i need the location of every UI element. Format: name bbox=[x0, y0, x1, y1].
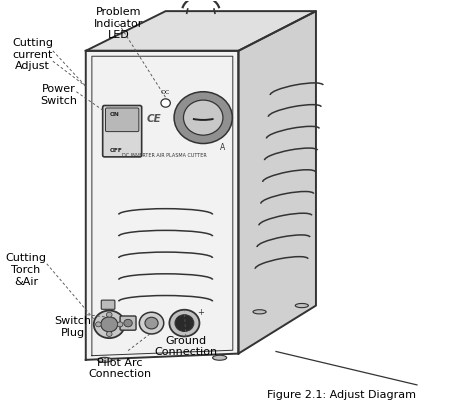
Text: Ground
Connection: Ground Connection bbox=[154, 336, 218, 357]
Circle shape bbox=[175, 315, 194, 331]
FancyBboxPatch shape bbox=[103, 106, 142, 157]
Circle shape bbox=[174, 92, 232, 144]
Text: OFF: OFF bbox=[109, 148, 122, 153]
Circle shape bbox=[101, 317, 118, 332]
Text: DC INVERTER AIR PLASMA CUTTER: DC INVERTER AIR PLASMA CUTTER bbox=[122, 153, 207, 158]
Text: ON: ON bbox=[110, 111, 120, 116]
Circle shape bbox=[94, 310, 125, 338]
Ellipse shape bbox=[253, 310, 266, 314]
Text: Problem
Indicator
LED: Problem Indicator LED bbox=[94, 7, 143, 40]
Circle shape bbox=[96, 322, 101, 327]
Polygon shape bbox=[86, 51, 238, 360]
Polygon shape bbox=[238, 11, 316, 354]
Text: Cutting
current
Adjust: Cutting current Adjust bbox=[12, 38, 53, 72]
Circle shape bbox=[124, 319, 132, 327]
Circle shape bbox=[183, 100, 223, 135]
Text: Cutting
Torch
&Air: Cutting Torch &Air bbox=[6, 253, 46, 287]
Ellipse shape bbox=[98, 357, 111, 362]
Ellipse shape bbox=[295, 303, 309, 308]
Polygon shape bbox=[86, 11, 316, 51]
Text: Switch
Plug: Switch Plug bbox=[55, 316, 91, 338]
Circle shape bbox=[117, 322, 123, 327]
Text: Power
Switch: Power Switch bbox=[40, 84, 77, 106]
Text: +: + bbox=[197, 308, 204, 317]
Text: CE: CE bbox=[147, 114, 162, 124]
Text: Figure 2.1: Adjust Diagram: Figure 2.1: Adjust Diagram bbox=[267, 391, 416, 400]
Circle shape bbox=[145, 317, 158, 329]
Circle shape bbox=[139, 312, 164, 334]
Circle shape bbox=[161, 99, 170, 107]
Ellipse shape bbox=[213, 355, 227, 360]
FancyBboxPatch shape bbox=[101, 300, 115, 309]
FancyBboxPatch shape bbox=[120, 316, 136, 330]
FancyBboxPatch shape bbox=[106, 108, 139, 132]
Text: A: A bbox=[219, 143, 225, 152]
Circle shape bbox=[107, 312, 112, 317]
Text: Pilot Arc
Connection: Pilot Arc Connection bbox=[89, 358, 152, 379]
Circle shape bbox=[169, 310, 200, 336]
Text: OC: OC bbox=[161, 90, 170, 95]
Circle shape bbox=[107, 331, 112, 336]
